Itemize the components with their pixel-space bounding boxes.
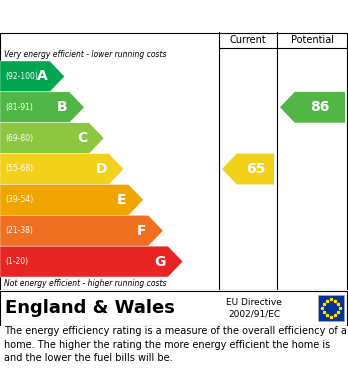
Text: (1-20): (1-20): [5, 257, 28, 266]
Bar: [318, 295, 344, 321]
Text: England & Wales: England & Wales: [5, 299, 175, 317]
Text: Not energy efficient - higher running costs: Not energy efficient - higher running co…: [4, 279, 166, 288]
Text: (69-80): (69-80): [5, 134, 33, 143]
Polygon shape: [0, 92, 84, 123]
Text: Very energy efficient - lower running costs: Very energy efficient - lower running co…: [4, 50, 166, 59]
Text: The energy efficiency rating is a measure of the overall efficiency of a home. T: The energy efficiency rating is a measur…: [4, 326, 347, 363]
Text: 65: 65: [246, 162, 265, 176]
Polygon shape: [280, 92, 345, 123]
Polygon shape: [0, 154, 124, 185]
Polygon shape: [0, 123, 104, 154]
Text: D: D: [95, 162, 107, 176]
Text: (21-38): (21-38): [5, 226, 33, 235]
Text: C: C: [77, 131, 87, 145]
Polygon shape: [0, 61, 65, 92]
Polygon shape: [0, 246, 183, 277]
Text: (39-54): (39-54): [5, 196, 33, 204]
Text: E: E: [117, 193, 127, 207]
Text: Energy Efficiency Rating: Energy Efficiency Rating: [8, 9, 218, 23]
Polygon shape: [222, 154, 274, 185]
Text: EU Directive
2002/91/EC: EU Directive 2002/91/EC: [226, 298, 282, 318]
Text: Current: Current: [230, 35, 266, 45]
Text: (92-100): (92-100): [5, 72, 38, 81]
Text: B: B: [57, 100, 68, 114]
Text: (55-68): (55-68): [5, 165, 33, 174]
Text: Potential: Potential: [291, 35, 334, 45]
Polygon shape: [0, 185, 143, 215]
Text: A: A: [37, 70, 48, 83]
Text: G: G: [155, 255, 166, 269]
Polygon shape: [0, 215, 163, 246]
Text: F: F: [137, 224, 147, 238]
Text: 86: 86: [310, 100, 330, 114]
Text: (81-91): (81-91): [5, 103, 33, 112]
